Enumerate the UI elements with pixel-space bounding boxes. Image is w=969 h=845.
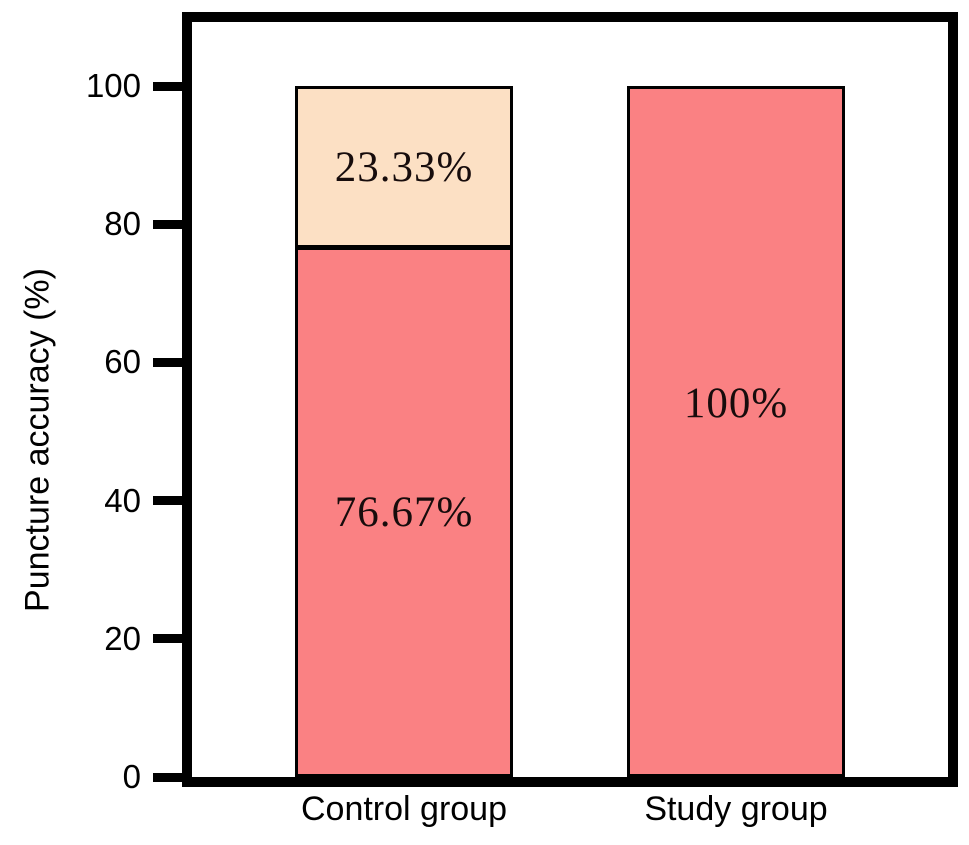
y-tick-mark bbox=[153, 496, 192, 506]
bar-segment: 76.67% bbox=[295, 247, 513, 777]
y-tick-label: 0 bbox=[122, 758, 141, 795]
bar-segment: 23.33% bbox=[295, 86, 513, 249]
y-tick-label: 40 bbox=[104, 481, 141, 519]
y-tick-label: 20 bbox=[104, 619, 141, 657]
x-category-label: Control group bbox=[300, 790, 507, 828]
y-tick-mark bbox=[153, 357, 192, 367]
x-category-label: Study group bbox=[644, 790, 828, 828]
bar-segment-label: 76.67% bbox=[334, 488, 474, 536]
y-tick-label: 100 bbox=[85, 67, 141, 104]
plot-frame bbox=[182, 12, 958, 787]
bar-segment-label: 23.33% bbox=[334, 143, 474, 191]
y-tick-mark bbox=[153, 772, 192, 782]
y-tick-mark bbox=[153, 634, 192, 644]
bar-segment-label: 100% bbox=[683, 380, 789, 427]
y-tick-label: 80 bbox=[104, 205, 141, 243]
y-tick-label: 60 bbox=[104, 343, 141, 381]
bar-segment: 100% bbox=[627, 86, 845, 777]
y-tick-mark bbox=[153, 81, 192, 91]
y-tick-mark bbox=[153, 219, 192, 229]
